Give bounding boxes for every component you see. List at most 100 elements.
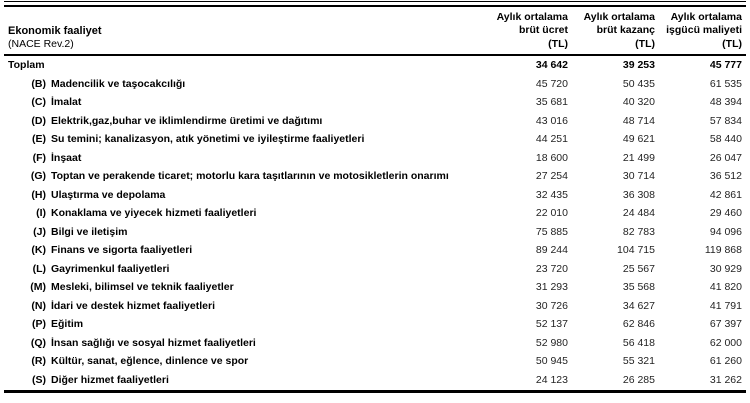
value-gross-earnings: 34 627 [622, 299, 655, 312]
value-labour-cost: 41 820 [709, 281, 742, 293]
activity-label: Toplam [8, 59, 45, 71]
activity-cell: (I) Konaklama ve yiyecek hizmeti faaliye… [8, 204, 481, 223]
table-body: Toplam 34 642 39 253 45 777 (B) Madencil… [0, 56, 750, 389]
activity-code: (S) [32, 373, 46, 386]
header-col-labour-cost-line3: (TL) [722, 37, 742, 50]
value-gross-wage: 18 600 [535, 151, 568, 164]
activity-code: (J) [33, 225, 46, 238]
activity-cell: (D) Elektrik,gaz,buhar ve iklimlendirme … [8, 112, 481, 131]
value-gross-wage: 44 251 [535, 133, 568, 145]
header-col-labour-cost-line2: işgücü maliyeti [666, 24, 742, 36]
value-gross-earnings: 24 484 [622, 207, 655, 219]
table-row: (S) Diğer hizmet faaliyetleri 24 123 26 … [0, 371, 750, 390]
activity-label: İnsan sağlığı ve sosyal hizmet faaliyetl… [51, 336, 256, 349]
value-gross-wage: 22 010 [535, 207, 568, 219]
table-header: Ekonomik faaliyet (NACE Rev.2) Aylık ort… [0, 7, 750, 54]
header-col-gross-earnings: Aylık ortalama brüt kazanç (TL) [568, 11, 655, 52]
activity-label: Konaklama ve yiyecek hizmeti faaliyetler… [51, 207, 257, 219]
value-labour-cost: 94 096 [709, 225, 742, 238]
activity-code: (K) [31, 244, 46, 256]
table-row: (I) Konaklama ve yiyecek hizmeti faaliye… [0, 204, 750, 223]
value-gross-earnings: 82 783 [622, 225, 655, 238]
value-gross-wage: 35 681 [535, 96, 568, 108]
activity-cell: (K) Finans ve sigorta faaliyetleri [8, 241, 481, 260]
header-economic-activity: Ekonomik faaliyet (NACE Rev.2) [8, 24, 481, 51]
value-gross-earnings: 36 308 [622, 188, 655, 201]
value-gross-wage: 89 244 [535, 244, 568, 256]
value-gross-wage: 30 726 [535, 299, 568, 312]
value-gross-wage: 43 016 [535, 114, 568, 127]
header-separator-rule [4, 54, 746, 56]
activity-label: Ulaştırma ve depolama [51, 188, 166, 201]
value-labour-cost: 58 440 [709, 133, 742, 145]
activity-cell: (P) Eğitim [8, 315, 481, 334]
activity-code: (E) [32, 133, 46, 145]
activity-cell: (J) Bilgi ve iletişim [8, 223, 481, 242]
activity-label: Toptan ve perakende ticaret; motorlu kar… [51, 170, 449, 182]
value-gross-earnings: 49 621 [622, 133, 655, 145]
table-row: (N) İdari ve destek hizmet faaliyetleri … [0, 297, 750, 316]
table-row: (H) Ulaştırma ve depolama 32 435 36 308 … [0, 186, 750, 205]
activity-cell: (C) İmalat [8, 93, 481, 112]
activity-cell: (G) Toptan ve perakende ticaret; motorlu… [8, 167, 481, 186]
activity-code: (D) [31, 114, 46, 127]
table-row: (G) Toptan ve perakende ticaret; motorlu… [0, 167, 750, 186]
value-labour-cost: 57 834 [709, 114, 742, 127]
activity-label: Bilgi ve iletişim [51, 225, 128, 238]
table-row: (Q) İnsan sağlığı ve sosyal hizmet faali… [0, 334, 750, 353]
value-gross-wage: 34 642 [535, 59, 568, 71]
activity-code: (M) [30, 281, 46, 293]
activity-code: (P) [32, 318, 46, 330]
header-col-gross-wage-line3: (TL) [548, 37, 568, 50]
value-labour-cost: 45 777 [709, 59, 742, 71]
top-rule-inner [4, 5, 746, 7]
value-gross-earnings: 21 499 [622, 151, 655, 164]
activity-label: Kültür, sanat, eğlence, dinlence ve spor [51, 355, 249, 367]
value-gross-wage: 31 293 [535, 281, 568, 293]
activity-cell: (Q) İnsan sağlığı ve sosyal hizmet faali… [8, 334, 481, 353]
activity-cell: (M) Mesleki, bilimsel ve teknik faaliyet… [8, 278, 481, 297]
value-gross-wage: 50 945 [535, 355, 568, 367]
value-labour-cost: 119 868 [704, 244, 742, 256]
value-gross-earnings: 39 253 [622, 59, 655, 71]
header-col-gross-earnings-line2: brüt kazanç [596, 24, 655, 36]
value-gross-earnings: 50 435 [622, 77, 655, 90]
value-gross-earnings: 55 321 [622, 355, 655, 367]
activity-cell: (B) Madencilik ve taşocakcılığı [8, 75, 481, 94]
table-row: (B) Madencilik ve taşocakcılığı 45 720 5… [0, 75, 750, 94]
value-gross-earnings: 56 418 [622, 336, 655, 349]
activity-cell: (S) Diğer hizmet faaliyetleri [8, 371, 481, 390]
value-gross-earnings: 40 320 [622, 96, 655, 108]
value-gross-wage: 27 254 [535, 170, 568, 182]
activity-label: Mesleki, bilimsel ve teknik faaliyetler [51, 281, 234, 293]
bottom-rule [4, 390, 746, 393]
table-row: (M) Mesleki, bilimsel ve teknik faaliyet… [0, 278, 750, 297]
value-labour-cost: 62 000 [709, 336, 742, 349]
activity-label: Madencilik ve taşocakcılığı [51, 77, 186, 90]
value-labour-cost: 42 861 [709, 188, 742, 201]
table-row: (E) Su temini; kanalizasyon, atık yöneti… [0, 130, 750, 149]
activity-label: Eğitim [51, 318, 84, 330]
value-labour-cost: 36 512 [709, 170, 742, 182]
header-col-gross-wage: Aylık ortalama brüt ücret (TL) [481, 11, 568, 52]
header-col-labour-cost: Aylık ortalama işgücü maliyeti (TL) [655, 11, 742, 52]
table-row: Toplam 34 642 39 253 45 777 [0, 56, 750, 75]
activity-code: (H) [31, 188, 46, 201]
activity-cell: (R) Kültür, sanat, eğlence, dinlence ve … [8, 352, 481, 371]
activity-code: (Q) [30, 336, 46, 349]
header-economic-activity-title: Ekonomik faaliyet [8, 25, 102, 37]
table-row: (C) İmalat 35 681 40 320 48 394 [0, 93, 750, 112]
activity-label: İdari ve destek hizmet faaliyetleri [51, 299, 215, 312]
value-gross-wage: 52 137 [535, 318, 568, 330]
table-row: (L) Gayrimenkul faaliyetleri 23 720 25 5… [0, 260, 750, 279]
top-rule-outer [4, 1, 746, 2]
value-labour-cost: 31 262 [709, 373, 742, 386]
value-labour-cost: 67 397 [709, 318, 742, 330]
value-gross-earnings: 104 715 [617, 244, 655, 256]
value-labour-cost: 61 535 [709, 77, 742, 90]
header-col-labour-cost-line1: Aylık ortalama [670, 10, 742, 23]
value-gross-earnings: 25 567 [622, 262, 655, 275]
activity-label: İnşaat [51, 151, 82, 164]
activity-cell: (E) Su temini; kanalizasyon, atık yöneti… [8, 130, 481, 149]
